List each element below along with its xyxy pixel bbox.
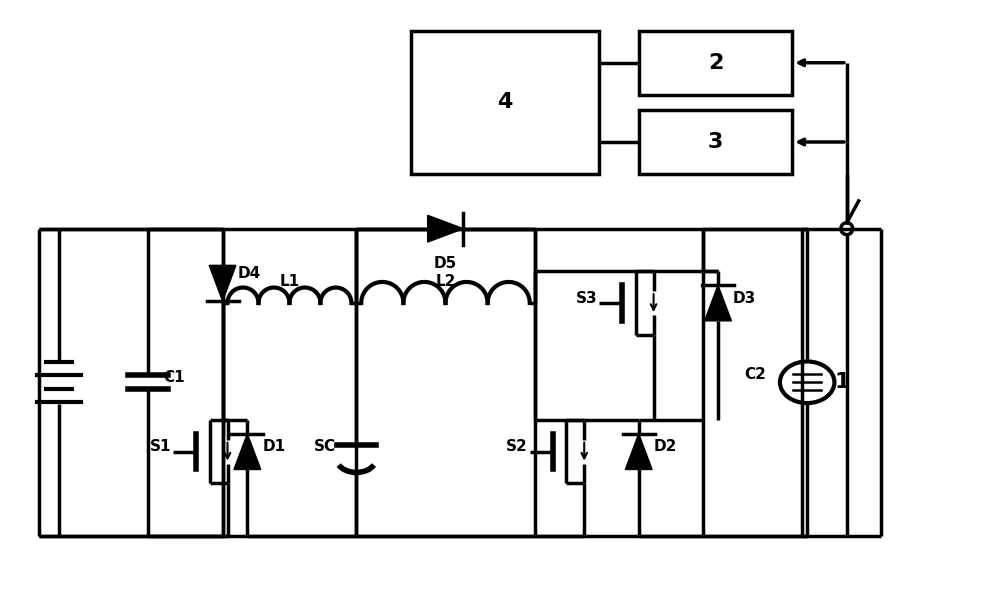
Circle shape [841,223,853,235]
Text: 4: 4 [497,92,513,112]
Text: 2: 2 [708,53,723,73]
Text: S2: S2 [506,439,528,454]
Text: D5: D5 [434,257,457,271]
Polygon shape [705,285,731,321]
Polygon shape [209,265,236,301]
Ellipse shape [780,362,834,403]
Bar [639,110,792,174]
Text: C1: C1 [163,370,185,385]
Polygon shape [428,215,463,242]
Text: 1: 1 [834,372,850,392]
Text: D2: D2 [654,439,677,454]
Bar [639,30,792,95]
Text: S1: S1 [149,439,171,454]
Text: L2: L2 [435,274,456,289]
Text: SC: SC [314,439,336,454]
Text: D1: D1 [262,439,285,454]
Text: D3: D3 [733,291,756,306]
Text: S3: S3 [575,291,597,306]
Polygon shape [234,434,261,469]
Polygon shape [625,434,652,469]
Text: C2: C2 [745,367,767,382]
Text: L1: L1 [279,274,300,289]
Text: 3: 3 [708,132,723,152]
Bar [411,30,599,174]
Text: D4: D4 [237,266,261,281]
